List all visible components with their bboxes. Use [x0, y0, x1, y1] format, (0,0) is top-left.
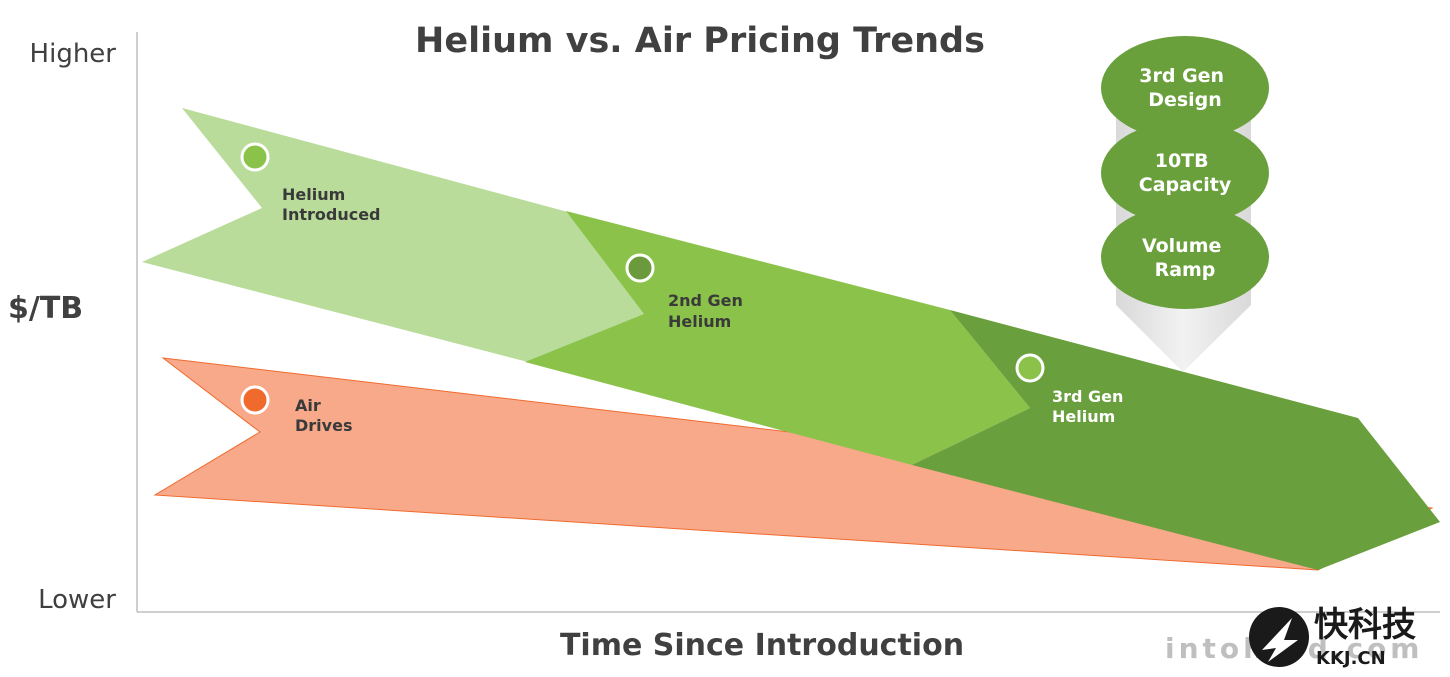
series-2nd-gen-helium-marker — [627, 255, 653, 281]
milestone-oval-volume-ramp — [1101, 205, 1269, 309]
series-air-drives-marker — [242, 387, 268, 413]
watermark-brand-cn: 快科技 — [1314, 605, 1416, 645]
y-axis-label: $/TB — [8, 291, 83, 326]
x-axis-label: Time Since Introduction — [560, 628, 964, 663]
y-axis-top-label: Higher — [30, 39, 117, 69]
chart-title: Helium vs. Air Pricing Trends — [415, 21, 985, 61]
series-3rd-gen-helium-marker — [1017, 355, 1043, 381]
y-axis-bottom-label: Lower — [38, 585, 116, 615]
series-helium-introduced-arrow — [142, 108, 645, 362]
watermark-brand-en: KKJ.CN — [1316, 648, 1386, 669]
series-helium-introduced-marker — [242, 144, 268, 170]
